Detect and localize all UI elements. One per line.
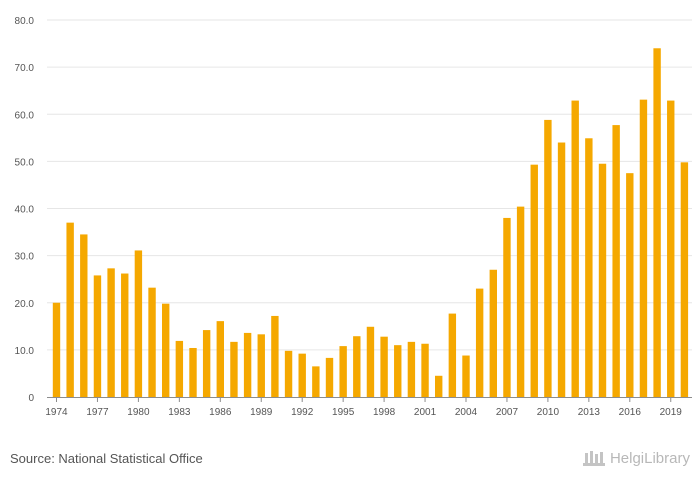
x-tick-label: 1983 [168, 407, 191, 418]
bar-2003 [448, 313, 457, 397]
bar-1993 [312, 366, 320, 397]
bar-1980 [134, 250, 143, 397]
bar-2011 [557, 142, 566, 397]
y-tick-label: 50.0 [15, 157, 35, 168]
x-tick-label: 1974 [45, 407, 68, 418]
bar-1986 [216, 321, 224, 397]
x-tick-label: 2010 [537, 407, 560, 418]
x-tick-label: 1980 [127, 407, 150, 418]
bar-1991 [284, 350, 293, 397]
bar-1989 [257, 334, 265, 397]
bar-1985 [202, 330, 211, 397]
bar-2004 [462, 355, 470, 397]
bar-1995 [339, 346, 347, 397]
x-tick-label: 2001 [414, 407, 437, 418]
y-tick-label: 0 [28, 393, 34, 404]
source-note: Source: National Statistical Office [10, 451, 203, 466]
x-tick-label: 1989 [250, 407, 273, 418]
bar-2009 [530, 164, 538, 397]
x-tick-label: 2007 [496, 407, 519, 418]
x-tick-label: 1986 [209, 407, 232, 418]
bar-2017 [639, 99, 648, 397]
bars [52, 48, 689, 398]
bar-2000 [407, 341, 416, 397]
bar-1979 [121, 273, 129, 397]
y-tick-label: 70.0 [15, 63, 35, 74]
bar-1990 [271, 315, 279, 397]
y-tick-label: 80.0 [15, 16, 35, 27]
grid-lines [47, 19, 692, 351]
bar-1975 [66, 222, 74, 397]
y-tick-label: 20.0 [15, 299, 35, 310]
bar-1982 [162, 303, 170, 397]
bar-2012 [571, 100, 579, 397]
brand-name: HelgiLibrary [609, 449, 690, 467]
x-tick-label: 2016 [619, 407, 642, 418]
x-tick-label: 2004 [455, 407, 478, 418]
bar-2001 [421, 343, 429, 397]
x-tick-label: 1998 [373, 407, 396, 418]
bar-2007 [503, 217, 511, 397]
bar-1988 [243, 332, 252, 397]
bar-1999 [394, 345, 402, 397]
y-tick-label: 10.0 [15, 346, 35, 357]
bar-2016 [626, 173, 634, 397]
bar-2010 [544, 119, 552, 397]
x-tick-label: 2013 [578, 407, 601, 418]
bar-1977 [93, 275, 102, 397]
bar-2015 [612, 125, 620, 397]
bar-2013 [585, 138, 593, 397]
x-tick-label: 1992 [291, 407, 314, 418]
bar-1981 [148, 287, 156, 397]
x-tick-label: 1995 [332, 407, 355, 418]
bar-1992 [298, 353, 306, 397]
bar-chart: 0 10.0 20.0 30.0 40.0 50.0 60.0 70.0 80.0 1974 197… [15, 16, 692, 418]
bar-2005 [475, 288, 484, 397]
bar-2002 [435, 375, 443, 397]
x-tick-label: 1977 [86, 407, 109, 418]
bar-2008 [516, 206, 525, 397]
bar-1997 [366, 326, 375, 397]
y-tick-label: 30.0 [15, 252, 35, 263]
bar-1976 [80, 234, 88, 397]
bar-1978 [107, 268, 115, 397]
bar-2019 [667, 100, 675, 397]
chart-footer: Source: National Statistical Office Helg… [0, 440, 700, 483]
y-tick-label: 60.0 [15, 110, 35, 121]
bar-1996 [353, 336, 361, 397]
bar-1974 [52, 302, 61, 397]
bar-2020 [680, 162, 689, 397]
bar-1987 [230, 341, 238, 397]
x-tick-label: 2019 [660, 407, 683, 418]
axes: 0 10.0 20.0 30.0 40.0 50.0 60.0 70.0 80.0 1974 197… [15, 16, 692, 418]
library-icon [582, 451, 605, 466]
bar-2014 [598, 163, 607, 397]
bar-2006 [489, 269, 497, 397]
bar-1984 [189, 347, 197, 397]
brand-logo: HelgiLibrary [582, 449, 690, 467]
bar-1998 [380, 336, 388, 397]
bar-1983 [175, 340, 184, 397]
y-tick-label: 40.0 [15, 205, 35, 216]
bar-1994 [325, 357, 334, 397]
bar-2018 [653, 48, 661, 398]
